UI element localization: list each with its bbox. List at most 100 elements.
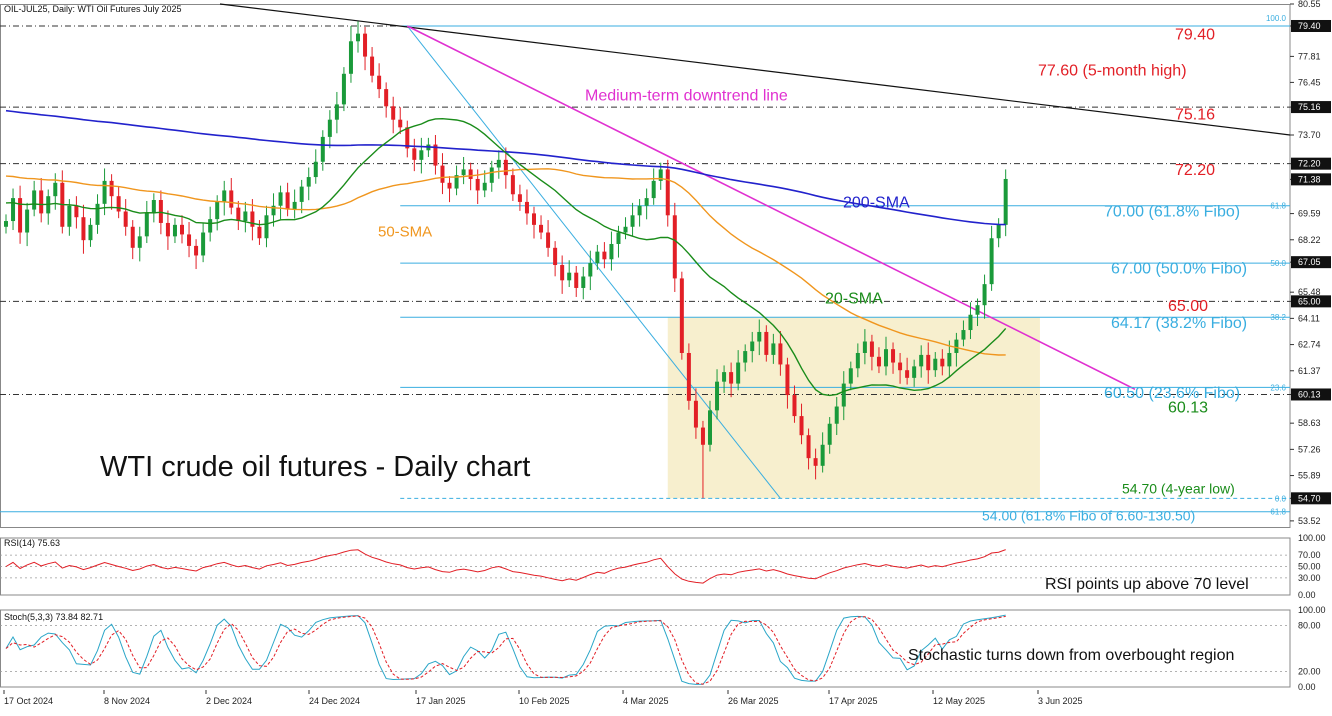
candle-body xyxy=(961,330,966,340)
candle-body xyxy=(95,203,100,225)
candle-body xyxy=(503,159,508,176)
candle-body xyxy=(341,73,346,105)
candle-body xyxy=(884,349,888,367)
candle-body xyxy=(201,232,206,256)
candle-body xyxy=(715,381,720,411)
date-axis-label: 12 May 2025 xyxy=(933,696,985,706)
candle-body xyxy=(926,354,931,371)
candle-body xyxy=(785,364,790,396)
candle-body xyxy=(665,169,670,216)
candle-body xyxy=(996,224,1001,239)
candle-body xyxy=(778,343,783,365)
date-axis-label: 10 Feb 2025 xyxy=(519,696,570,706)
candle-body xyxy=(419,150,424,160)
candle-body xyxy=(968,314,973,331)
candle-body xyxy=(172,224,177,237)
candle-body xyxy=(820,444,825,466)
candle-body xyxy=(602,251,607,260)
candle-body xyxy=(137,236,142,248)
sma-20-line xyxy=(5,117,1007,397)
candle-body xyxy=(67,205,72,227)
candle-body xyxy=(827,423,832,445)
candle-body xyxy=(151,200,156,214)
candle-body xyxy=(616,232,621,244)
candle-body xyxy=(236,207,241,222)
date-axis-label: 2 Dec 2024 xyxy=(206,696,252,706)
fibo-label-3820: 64.17 (38.2% Fibo) xyxy=(1111,315,1247,332)
candle-body xyxy=(433,144,438,166)
candle-body xyxy=(517,194,522,202)
fibo-pct-label: 0.0 xyxy=(1275,494,1287,503)
candle-body xyxy=(700,427,705,445)
candle-body xyxy=(102,180,107,204)
price-badge-label: 79.40 xyxy=(1298,21,1321,31)
price-axis-label: 68.22 xyxy=(1298,235,1321,245)
sma-200-line xyxy=(5,109,1006,226)
fibo-pct-label: 50.0 xyxy=(1270,259,1286,268)
date-axis-label: 26 Mar 2025 xyxy=(728,696,779,706)
candle-body xyxy=(144,213,149,237)
candle-body xyxy=(954,339,959,353)
price-badge xyxy=(1291,388,1331,401)
candle-body xyxy=(750,341,755,352)
candle-body xyxy=(306,177,311,187)
candle-body xyxy=(933,358,938,371)
candle-body xyxy=(672,215,677,279)
candle-body xyxy=(532,213,536,225)
stoch-main-line xyxy=(5,614,1006,685)
candle-body xyxy=(940,358,945,367)
candle-body xyxy=(588,263,593,277)
price-badge-label: 60.13 xyxy=(1298,389,1321,399)
candle-body xyxy=(679,278,684,353)
fibo-pct-label: 38.2 xyxy=(1270,313,1286,322)
price-axis-label: 61.37 xyxy=(1298,366,1321,376)
price-badge-label: 54.70 xyxy=(1298,493,1321,503)
candle-body xyxy=(11,198,16,222)
candle-body xyxy=(729,372,734,384)
candle-body xyxy=(461,169,466,176)
price-badge-label: 71.38 xyxy=(1298,174,1321,184)
candle-body xyxy=(447,182,452,189)
candle-body xyxy=(391,106,396,120)
candle-body xyxy=(524,201,529,214)
price-pane-border xyxy=(0,4,1291,528)
candle-body xyxy=(869,341,874,357)
price-axis-label: 64.11 xyxy=(1298,313,1320,323)
date-axis-label: 24 Dec 2024 xyxy=(309,696,360,706)
date-axis-label: 17 Jan 2025 xyxy=(416,696,466,706)
candle-body xyxy=(510,175,515,195)
rsi-pane-axis-label: 0.00 xyxy=(1298,590,1316,600)
candle-body xyxy=(482,182,487,191)
candle-body xyxy=(243,211,248,222)
candle-body xyxy=(327,119,332,137)
price-badge xyxy=(1291,19,1331,32)
candle-body xyxy=(848,368,853,384)
level-label-7516: 75.16 xyxy=(1175,107,1215,124)
candle-body xyxy=(975,305,980,315)
date-axis-label: 17 Apr 2025 xyxy=(829,696,878,706)
candle-body xyxy=(180,224,184,235)
price-axis-label: 69.59 xyxy=(1298,209,1321,219)
price-axis-label: 76.45 xyxy=(1298,77,1321,87)
price-badge xyxy=(1291,295,1331,308)
candle-body xyxy=(109,180,114,197)
candle-body xyxy=(546,232,551,248)
candle-body xyxy=(637,205,642,216)
candle-body xyxy=(708,410,712,445)
candle-body xyxy=(299,186,304,202)
price-badge-label: 75.16 xyxy=(1298,102,1321,112)
candle-body xyxy=(229,190,234,208)
candle-body xyxy=(468,169,473,179)
candle-body xyxy=(764,331,769,355)
candle-body xyxy=(757,331,762,342)
stoch-pane-axis-label: 100.00 xyxy=(1298,605,1326,615)
candle-body xyxy=(644,198,649,206)
candle-body xyxy=(158,200,163,223)
fibo-label-long-term: 54.00 (61.8% Fibo of 6.60-130.50) xyxy=(982,507,1195,523)
200-sma-label: 200-SMA xyxy=(843,195,910,212)
candle-body xyxy=(4,221,8,227)
candle-body xyxy=(722,372,727,382)
candle-body xyxy=(539,224,544,233)
candle-body xyxy=(32,190,37,210)
price-badge xyxy=(1291,101,1331,114)
